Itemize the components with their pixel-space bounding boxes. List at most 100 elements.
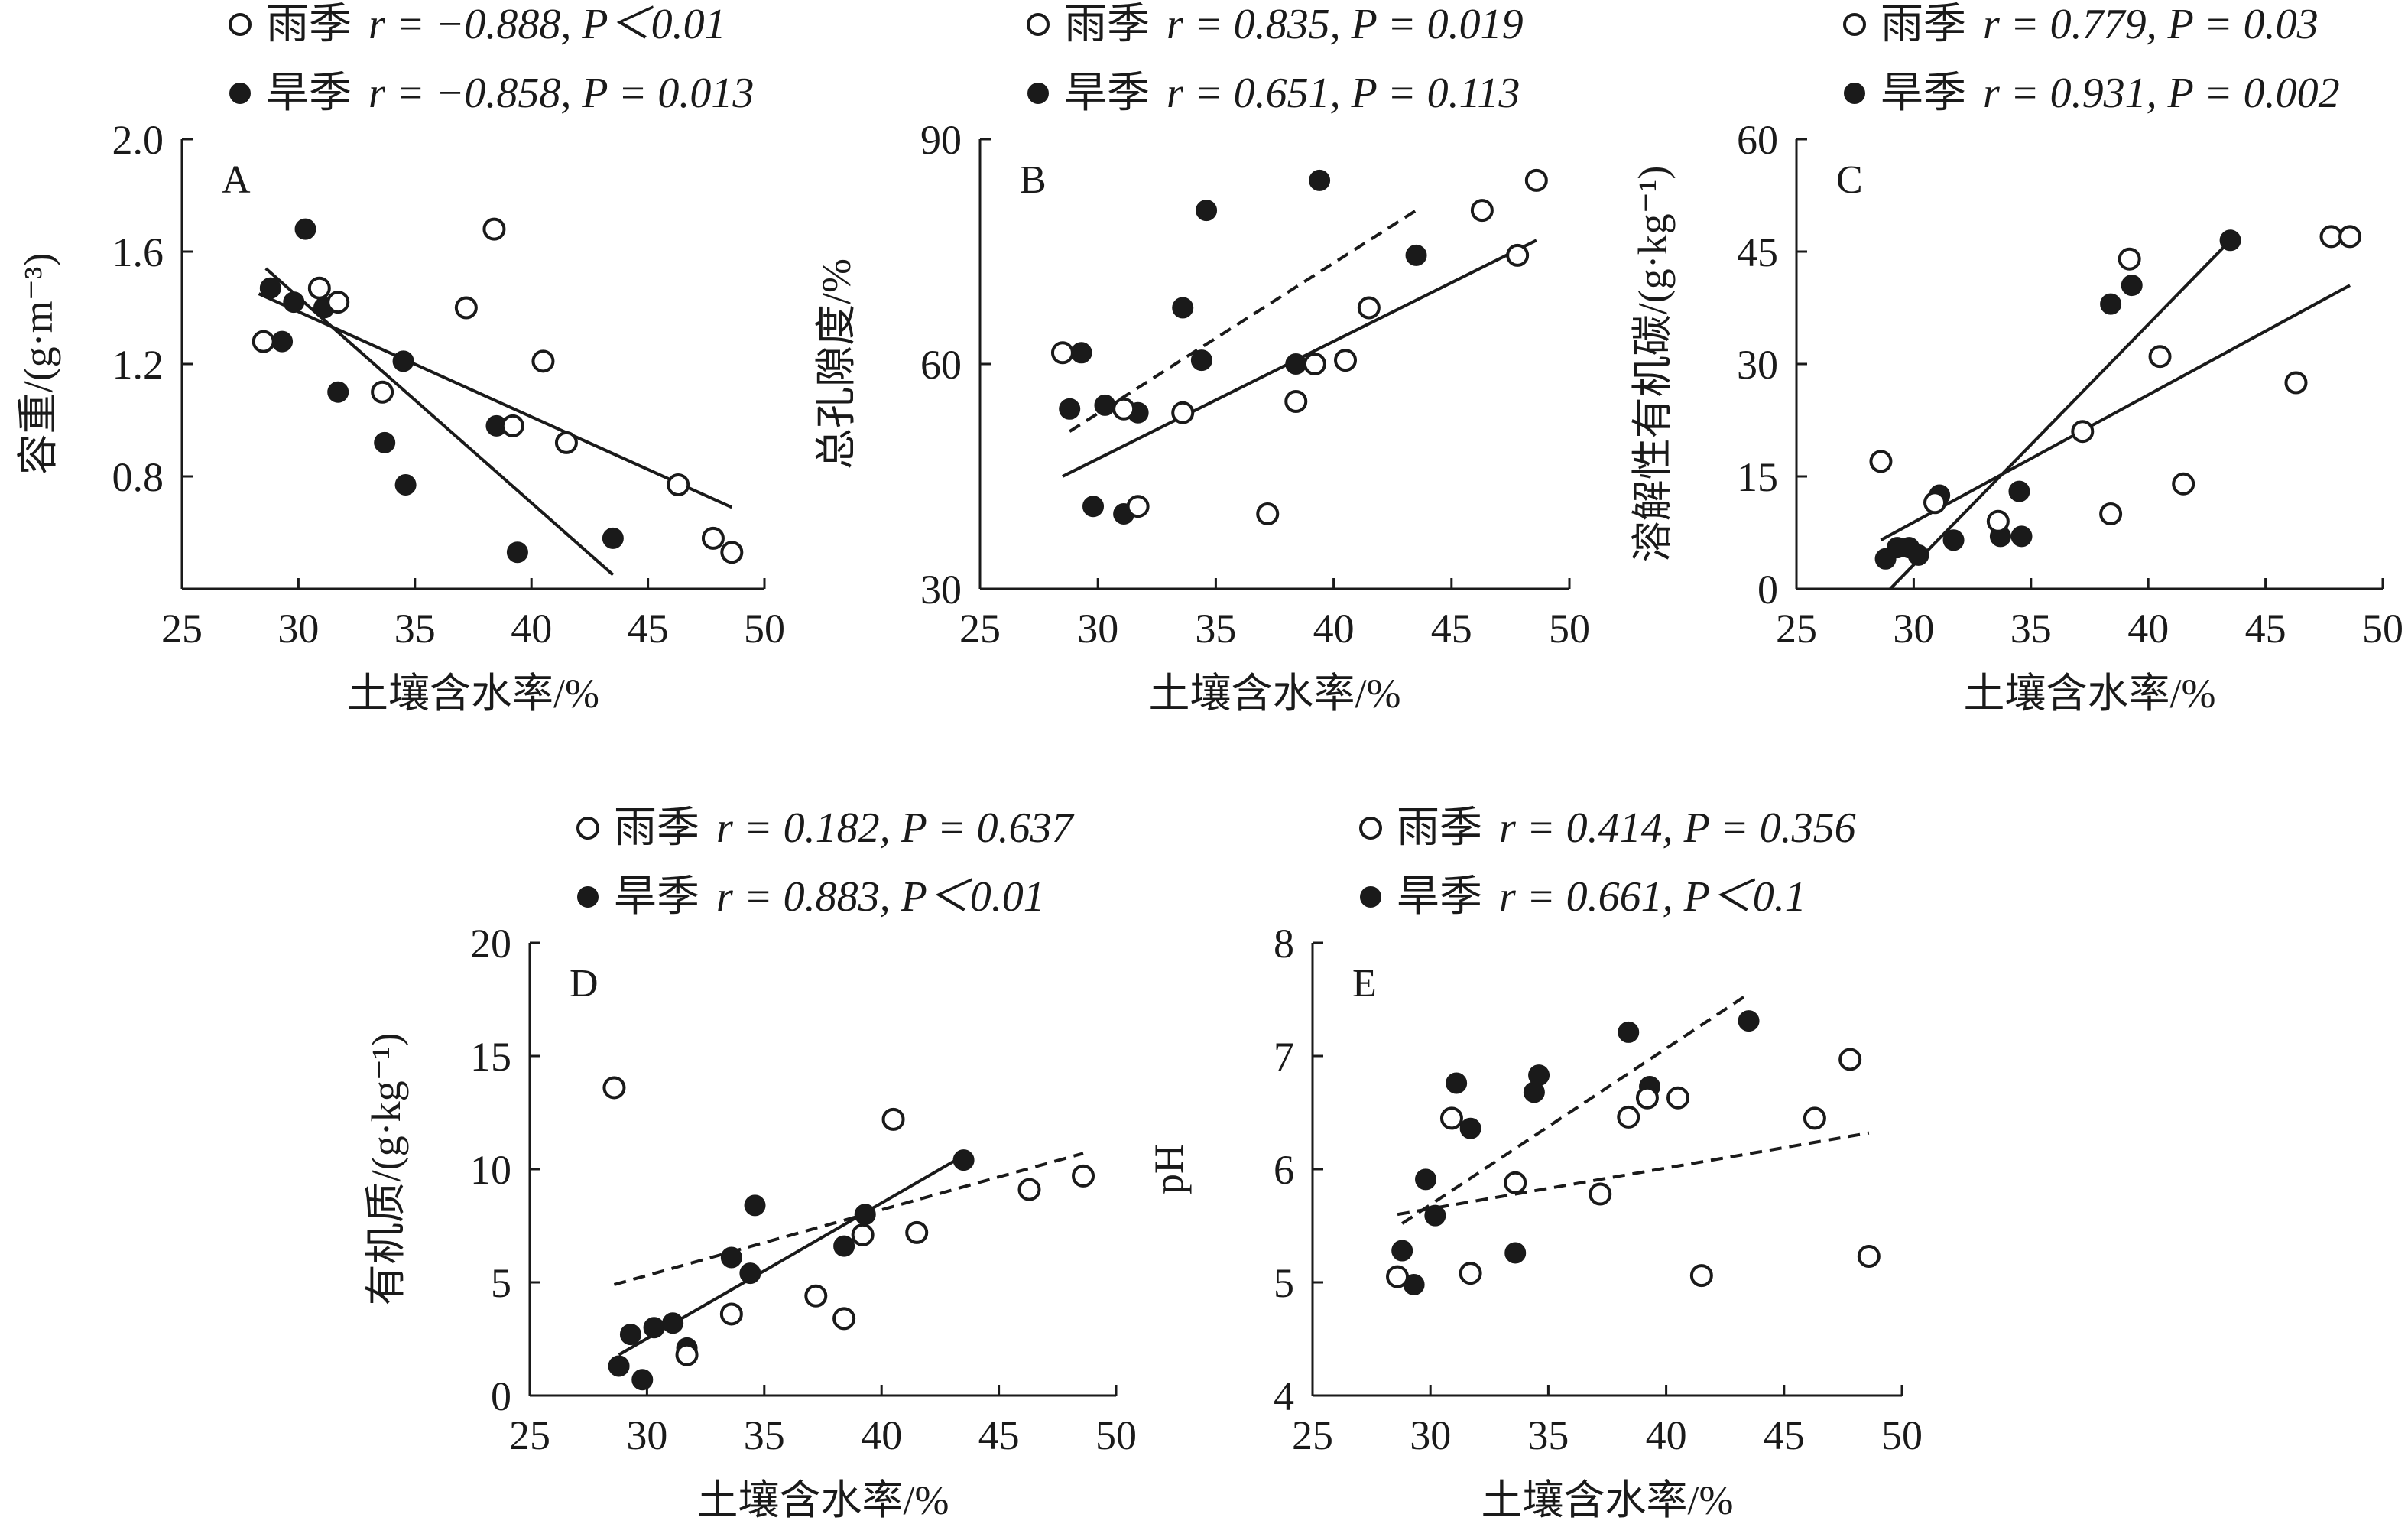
data-point-dry <box>643 1317 665 1339</box>
y-tick-label: 15 <box>1737 454 1778 500</box>
data-point-dry <box>952 1149 975 1171</box>
data-point-rainy <box>1459 1262 1482 1285</box>
x-tick-label: 25 <box>161 606 203 652</box>
fit-line-dry <box>1069 209 1417 433</box>
data-point-rainy <box>554 431 578 454</box>
legend-marker-rainy <box>1359 817 1382 840</box>
x-tick-label: 35 <box>744 1412 785 1458</box>
data-point-dry <box>854 1204 876 1226</box>
data-point-dry <box>631 1369 654 1391</box>
x-tick-label: 40 <box>1313 606 1355 652</box>
y-tick-label: 5 <box>1274 1260 1294 1306</box>
fit-line-rainy <box>258 292 733 509</box>
data-point-dry <box>744 1194 766 1217</box>
x-tick-label: 45 <box>1431 606 1472 652</box>
fit-line-dry <box>1889 239 2232 590</box>
data-point-dry <box>739 1262 761 1285</box>
data-point-rainy <box>1689 1264 1713 1288</box>
data-point-rainy <box>531 349 555 373</box>
data-point-dry <box>1504 1242 1527 1264</box>
legend-marker-rainy <box>1027 13 1050 36</box>
data-point-dry <box>1738 1010 1760 1032</box>
y-axis-title: 溶解性有机碳/(g·kg⁻¹) <box>1630 166 1676 563</box>
x-tick-label: 25 <box>1776 606 1817 652</box>
data-point-rainy <box>1072 1164 1095 1188</box>
panel-letter: C <box>1836 158 1863 202</box>
data-point-dry <box>602 527 624 549</box>
x-tick-label: 25 <box>959 606 1001 652</box>
data-point-rainy <box>1589 1182 1612 1206</box>
x-tick-label: 45 <box>628 606 669 652</box>
x-axis-title: 土壤含水率/% <box>1149 671 1401 717</box>
data-point-dry <box>608 1355 630 1377</box>
data-point-rainy <box>667 473 690 497</box>
data-point-rainy <box>1357 296 1381 320</box>
x-axis-title: 土壤含水率/% <box>1481 1477 1734 1523</box>
data-point-dry <box>833 1235 855 1257</box>
data-point-rainy <box>1506 243 1530 267</box>
data-point-dry <box>283 291 305 314</box>
y-tick-label: 8 <box>1274 921 1294 967</box>
data-point-rainy <box>881 1107 905 1131</box>
data-point-rainy <box>482 217 506 241</box>
x-tick-label: 25 <box>1292 1412 1333 1458</box>
data-point-dry <box>1528 1064 1550 1087</box>
y-tick-label: 60 <box>920 342 962 388</box>
x-tick-label: 30 <box>1077 606 1118 652</box>
y-tick-label: 0 <box>491 1373 511 1419</box>
x-axis-title: 土壤含水率/% <box>347 671 599 717</box>
data-point-dry <box>259 277 281 299</box>
x-tick-label: 40 <box>2127 606 2169 652</box>
data-point-rainy <box>2319 225 2343 249</box>
x-axis-title: 土壤含水率/% <box>697 1477 949 1523</box>
legend-stat-rainy: r = 0.182, P = 0.637 <box>716 804 1075 852</box>
data-point-dry <box>1059 398 1081 420</box>
legend-marker-dry <box>1360 886 1381 908</box>
x-tick-label: 45 <box>1764 1412 1805 1458</box>
y-tick-label: 1.6 <box>112 229 164 275</box>
legend-stat-rainy: r = 0.779, P = 0.03 <box>1983 1 2319 48</box>
data-point-rainy <box>701 526 725 550</box>
data-point-dry <box>1424 1204 1446 1227</box>
data-point-rainy <box>1803 1106 1826 1130</box>
legend-stat-rainy: r = −0.888, P＜0.01 <box>368 1 726 48</box>
y-tick-label: 90 <box>920 117 962 163</box>
data-point-dry <box>1196 200 1218 222</box>
legend-label-dry: 旱季 <box>1881 70 1966 117</box>
data-point-dry <box>2100 293 2122 315</box>
data-point-rainy <box>1635 1086 1659 1110</box>
data-point-dry <box>1459 1117 1481 1139</box>
data-point-rainy <box>719 1302 743 1326</box>
y-tick-label: 15 <box>470 1034 511 1080</box>
y-tick-label: 45 <box>1737 229 1778 275</box>
data-point-dry <box>1446 1072 1468 1094</box>
data-point-rainy <box>501 414 524 437</box>
data-point-rainy <box>1504 1171 1527 1194</box>
y-axis-title: 总孔隙度/% <box>813 258 859 470</box>
legend-label-rainy: 雨季 <box>614 804 699 852</box>
data-point-dry <box>1082 496 1105 518</box>
panel-a: 雨季 r = −0.888, P＜0.01 旱季 r = −0.858, P = 0.… <box>15 1 785 717</box>
data-point-dry <box>2010 525 2033 548</box>
data-point-rainy <box>2148 345 2172 369</box>
panel-b: 雨季 r = 0.835, P = 0.019 旱季 r = 0.651, P = 0… <box>813 1 1590 717</box>
x-axis-title: 土壤含水率/% <box>1964 671 2216 717</box>
y-axis-title: 容重/(g·m⁻³) <box>15 253 61 476</box>
legend-marker-rainy <box>576 817 599 840</box>
data-point-rainy <box>454 296 478 320</box>
x-tick-label: 30 <box>626 1412 667 1458</box>
data-point-rainy <box>2338 225 2362 249</box>
data-point-dry <box>374 431 396 453</box>
data-point-dry <box>1907 544 1929 566</box>
x-tick-label: 50 <box>744 606 785 652</box>
y-axis-title: 有机质/(g·kg⁻¹) <box>363 1033 409 1306</box>
data-point-dry <box>1618 1021 1640 1043</box>
panel-letter: E <box>1352 962 1377 1006</box>
data-point-rainy <box>804 1284 828 1308</box>
x-tick-label: 40 <box>861 1412 902 1458</box>
data-point-dry <box>1172 297 1194 319</box>
data-point-rainy <box>326 291 350 314</box>
x-tick-label: 25 <box>509 1412 550 1458</box>
data-point-rainy <box>252 330 275 353</box>
panel-d: 雨季 r = 0.182, P = 0.637 旱季 r = 0.883, P＜0.0… <box>363 804 1137 1523</box>
